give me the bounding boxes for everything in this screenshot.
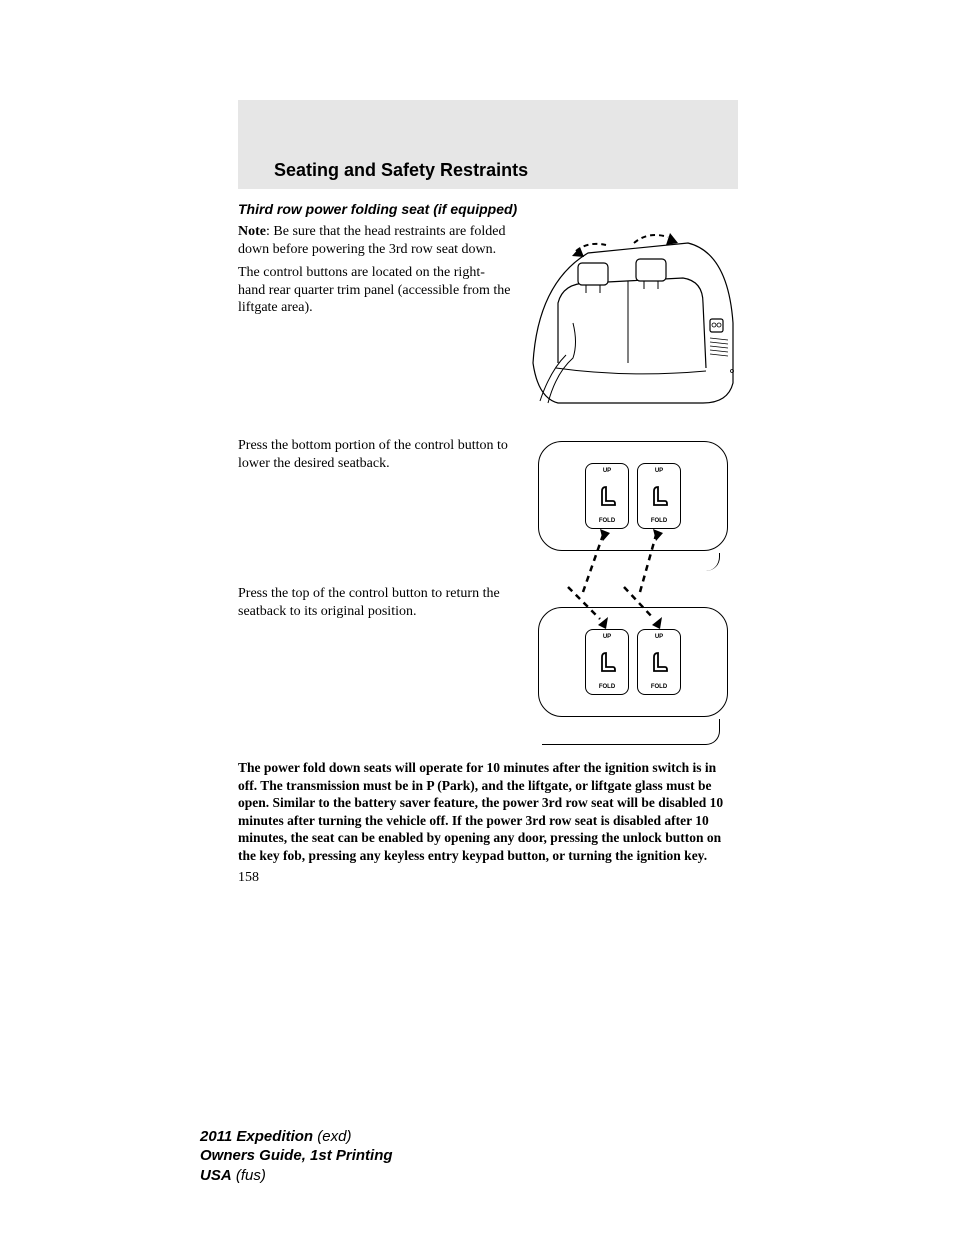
manual-page: Seating and Safety Restraints Third row … xyxy=(238,160,738,886)
content-row-1: Note: Be sure that the head restraints a… xyxy=(238,223,738,423)
fold-label: FOLD xyxy=(599,518,615,524)
diagram-control-fold: UP FOLD UP FOLD xyxy=(528,437,738,571)
seat-icon xyxy=(597,649,617,675)
body-text-2: Press the bottom portion of the control … xyxy=(238,437,512,478)
fold-label: FOLD xyxy=(651,518,667,524)
bold-note-block: The power fold down seats will operate f… xyxy=(238,759,738,864)
diagram-seat-interior xyxy=(528,223,738,423)
body-text-1: Note: Be sure that the head restraints a… xyxy=(238,223,512,323)
body-para-2: The control buttons are located on the r… xyxy=(238,264,512,317)
page-number: 158 xyxy=(238,870,738,886)
para-return: Press the top of the control button to r… xyxy=(238,585,512,620)
footer-code1: (exd) xyxy=(313,1128,351,1145)
control-panel-fold: UP FOLD UP FOLD xyxy=(538,441,728,551)
panel-base xyxy=(542,719,720,745)
control-button-right: UP FOLD xyxy=(637,629,681,695)
footer-model: 2011 Expedition xyxy=(200,1128,313,1145)
para-lower: Press the bottom portion of the control … xyxy=(238,437,512,472)
footer-region: USA xyxy=(200,1167,232,1184)
diagram-control-up: UP FOLD UP FOLD xyxy=(528,585,738,745)
section-header-band: Seating and Safety Restraints xyxy=(238,100,738,189)
control-panel-up: UP FOLD UP FOLD xyxy=(538,607,728,717)
up-label: UP xyxy=(603,468,611,474)
body-text-3: Press the top of the control button to r… xyxy=(238,585,512,626)
footer-code2: (fus) xyxy=(232,1167,266,1184)
seat-icon xyxy=(597,483,617,509)
up-label: UP xyxy=(655,468,663,474)
up-label: UP xyxy=(655,634,663,640)
content-row-2: Press the bottom portion of the control … xyxy=(238,437,738,571)
note-body: : Be sure that the head restraints are f… xyxy=(238,224,505,257)
control-button-left: UP FOLD xyxy=(585,629,629,695)
control-button-left: UP FOLD xyxy=(585,463,629,529)
footer-guide: Owners Guide, 1st Printing xyxy=(200,1146,393,1166)
seat-icon xyxy=(649,483,669,509)
fold-label: FOLD xyxy=(599,684,615,690)
up-label: UP xyxy=(603,634,611,640)
control-button-right: UP FOLD xyxy=(637,463,681,529)
seat-icon xyxy=(649,649,669,675)
subheading: Third row power folding seat (if equippe… xyxy=(238,201,738,217)
panel-base xyxy=(542,553,720,571)
note-label: Note xyxy=(238,224,266,239)
fold-label: FOLD xyxy=(651,684,667,690)
section-title: Seating and Safety Restraints xyxy=(274,160,738,181)
content-row-3: Press the top of the control button to r… xyxy=(238,585,738,745)
footer: 2011 Expedition (exd) Owners Guide, 1st … xyxy=(200,1127,393,1186)
